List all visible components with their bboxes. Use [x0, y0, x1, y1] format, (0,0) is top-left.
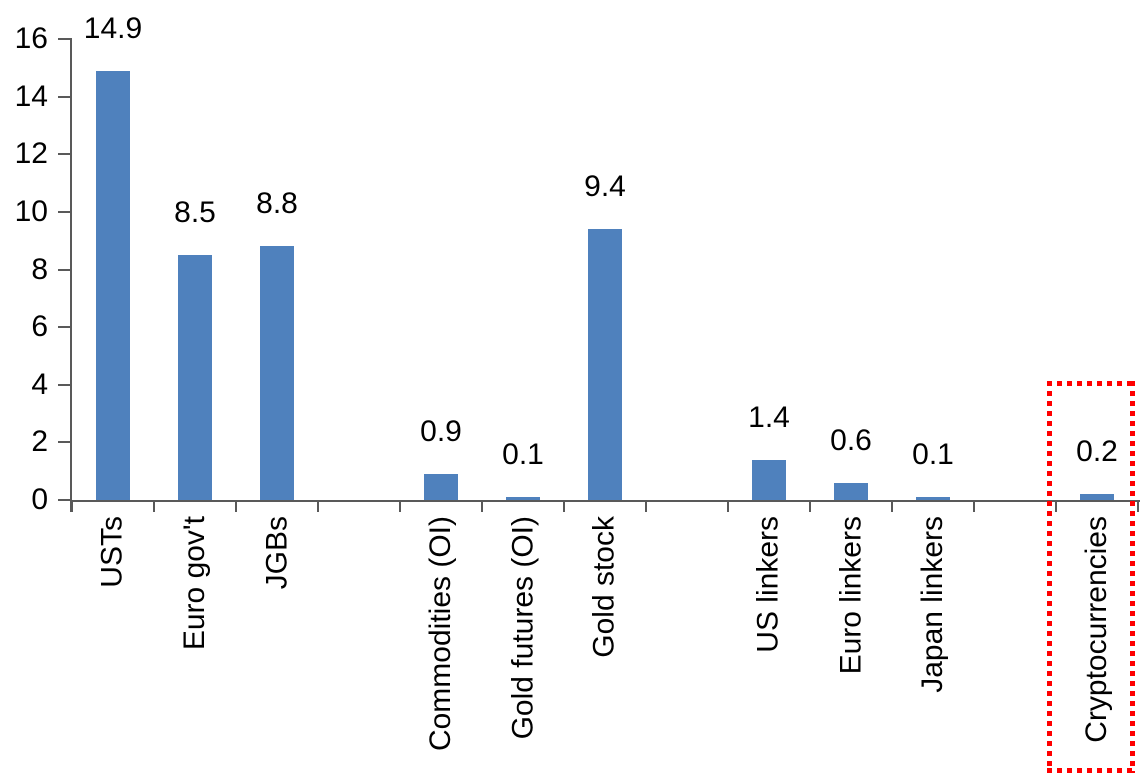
y-tick-label: 2 — [31, 425, 48, 459]
data-label: 8.8 — [256, 187, 298, 220]
highlight-box-left — [1047, 381, 1052, 773]
data-label: 9.4 — [584, 170, 626, 203]
y-tick-label: 8 — [31, 252, 48, 286]
highlight-box-top — [1047, 381, 1135, 386]
category-label: Japan linkers — [916, 516, 949, 693]
y-axis-tick — [58, 210, 70, 213]
x-axis-tick — [645, 502, 647, 512]
x-axis-tick — [727, 502, 729, 512]
bar — [752, 460, 786, 500]
y-axis-tick — [58, 153, 70, 156]
bar — [588, 229, 622, 500]
data-label: 0.1 — [912, 438, 954, 471]
x-axis-line — [70, 500, 1140, 502]
x-axis-tick — [153, 502, 155, 512]
x-axis-tick — [973, 502, 975, 512]
data-label: 1.4 — [748, 401, 790, 434]
x-axis-tick — [235, 502, 237, 512]
bar — [424, 474, 458, 500]
category-label: US linkers — [752, 516, 785, 653]
bar — [1080, 494, 1114, 500]
y-axis-tick — [58, 383, 70, 386]
x-axis-tick — [563, 502, 565, 512]
data-label: 0.6 — [830, 424, 872, 457]
category-label: USTs — [96, 516, 129, 588]
data-label: 0.9 — [420, 415, 462, 448]
category-label: Commodities (OI) — [424, 516, 457, 752]
y-axis-tick — [58, 268, 70, 271]
x-axis-tick — [317, 502, 319, 512]
highlight-box-right — [1130, 381, 1135, 773]
x-axis-tick — [809, 502, 811, 512]
y-axis-tick — [58, 38, 70, 40]
data-label: 8.5 — [174, 196, 216, 229]
y-axis-tick — [58, 326, 70, 329]
category-label: Euro gov't — [178, 516, 211, 651]
x-axis-tick — [891, 502, 893, 512]
y-tick-label: 6 — [31, 310, 48, 344]
y-axis-tick — [58, 441, 70, 444]
y-tick-label: 16 — [14, 22, 48, 55]
y-axis-tick — [58, 95, 70, 98]
y-tick-label: 14 — [14, 79, 48, 113]
y-axis-tick — [58, 499, 70, 501]
category-label: Cryptocurrencies — [1080, 516, 1113, 743]
y-tick-label: 10 — [14, 194, 48, 228]
category-label: JGBs — [260, 516, 293, 590]
bar — [834, 483, 868, 500]
x-axis-tick — [1055, 502, 1057, 512]
bar — [506, 497, 540, 500]
y-tick-label: 12 — [14, 137, 48, 171]
data-label: 0.2 — [1076, 435, 1118, 468]
x-axis-tick — [481, 502, 483, 512]
data-label: 14.9 — [83, 12, 143, 45]
y-tick-label: 0 — [31, 483, 48, 516]
bar — [916, 497, 950, 500]
bar — [96, 71, 130, 500]
bar — [178, 255, 212, 500]
x-axis-tick — [1137, 502, 1139, 512]
data-label: 0.1 — [502, 438, 544, 471]
highlight-box-bottom — [1047, 768, 1135, 773]
category-label: Euro linkers — [834, 516, 867, 675]
x-axis-tick — [71, 502, 73, 512]
category-label: Gold futures (OI) — [506, 516, 539, 740]
y-axis-line — [70, 38, 72, 512]
bar — [260, 246, 294, 500]
x-axis-tick — [399, 502, 401, 512]
category-label: Gold stock — [588, 516, 621, 658]
y-tick-label: 4 — [31, 367, 48, 401]
